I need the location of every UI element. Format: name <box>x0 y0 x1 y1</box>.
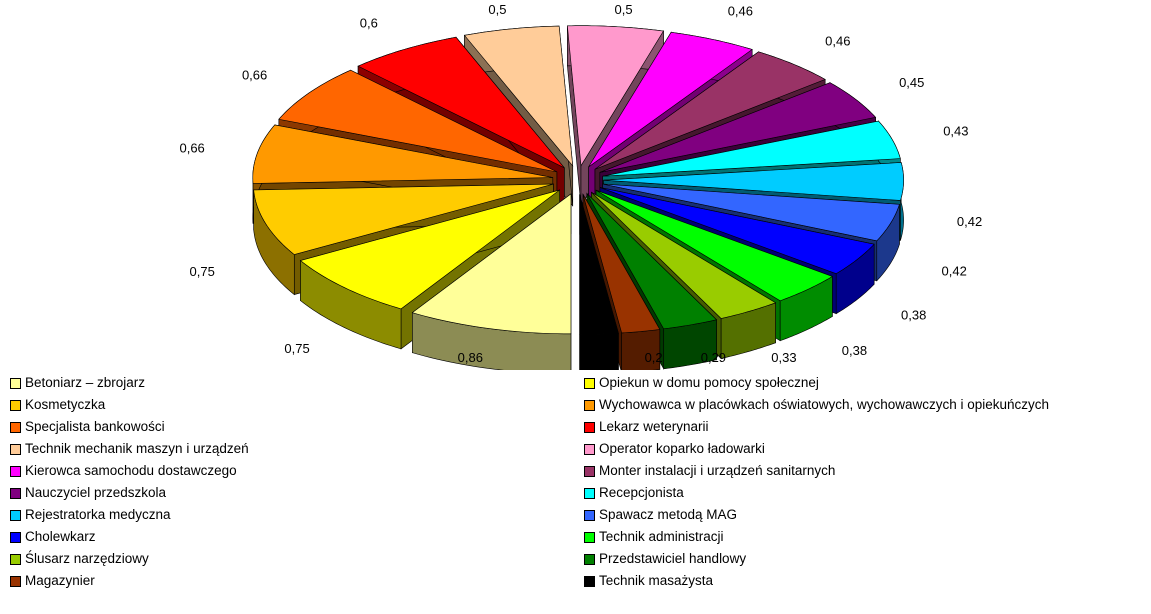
legend-label: Operator koparko ładowarki <box>599 441 765 456</box>
legend-item: Wychowawca w placówkach oświatowych, wyc… <box>584 397 1049 413</box>
legend-swatch <box>584 487 595 499</box>
legend-item: Technik mechanik maszyn i urządzeń <box>10 441 249 457</box>
data-label: 0,42 <box>942 263 967 278</box>
legend-swatch <box>10 465 21 477</box>
legend-swatch <box>584 399 595 411</box>
legend-item: Spawacz metodą MAG <box>584 507 737 523</box>
legend-item: Kierowca samochodu dostawczego <box>10 463 237 479</box>
data-label: 0,66 <box>242 68 267 83</box>
pie-chart: 0,86 0,75 0,75 0,66 0,66 0,6 0,5 0,5 0,46 0,46 0,4… <box>179 2 982 370</box>
legend-label: Magazynier <box>25 573 95 588</box>
legend-swatch <box>10 509 21 521</box>
legend-label: Ślusarz narzędziowy <box>25 551 149 566</box>
legend-swatch <box>10 531 21 543</box>
legend-swatch <box>584 465 595 477</box>
legend-item: Opiekun w domu pomocy społecznej <box>584 375 819 391</box>
pie-slice <box>579 194 619 370</box>
data-label: 0,46 <box>728 3 753 18</box>
legend-swatch <box>10 443 21 455</box>
legend-label: Kierowca samochodu dostawczego <box>25 463 237 478</box>
legend-item: Betoniarz – zbrojarz <box>10 375 145 391</box>
legend-swatch <box>584 531 595 543</box>
legend-label: Lekarz weterynarii <box>599 419 709 434</box>
data-label: 0,38 <box>901 307 926 322</box>
legend-item: Monter instalacji i urządzeń sanitarnych <box>584 463 835 479</box>
legend-item: Lekarz weterynarii <box>584 419 709 435</box>
legend-label: Wychowawca w placówkach oświatowych, wyc… <box>599 397 1050 412</box>
legend-item: Magazynier <box>10 573 95 589</box>
data-label: 0,29 <box>701 350 726 365</box>
legend-item: Ślusarz narzędziowy <box>10 551 149 567</box>
legend-swatch <box>584 553 595 565</box>
data-label: 0,75 <box>284 341 309 356</box>
legend-label: Nauczyciel przedszkola <box>25 485 167 500</box>
data-label: 0,6 <box>360 15 378 30</box>
legend-swatch <box>10 575 21 587</box>
data-label: 0,46 <box>825 33 850 48</box>
legend-item: Specjalista bankowości <box>10 419 165 435</box>
legend-swatch <box>10 553 21 565</box>
data-label: 0,5 <box>615 2 633 17</box>
data-labels: 0,86 0,75 0,75 0,66 0,66 0,6 0,5 0,5 0,46 0,46 0,4… <box>179 2 982 365</box>
legend-label: Spawacz metodą MAG <box>599 507 738 522</box>
data-label: 0,38 <box>842 343 867 358</box>
legend-swatch <box>584 443 595 455</box>
legend-item: Technik masażysta <box>584 573 713 589</box>
data-label: 0,43 <box>943 123 968 138</box>
legend-item: Operator koparko ładowarki <box>584 441 765 457</box>
legend-swatch <box>10 377 21 389</box>
legend-label: Monter instalacji i urządzeń sanitarnych <box>599 463 836 478</box>
legend-swatch <box>584 377 595 389</box>
legend: Betoniarz – zbrojarz Opiekun w domu pomoc… <box>0 373 1151 614</box>
legend-label: Kosmetyczka <box>25 397 106 412</box>
legend-item: Przedstawiciel handlowy <box>584 551 746 567</box>
legend-item: Recepcjonista <box>584 485 684 501</box>
legend-label: Opiekun w domu pomocy społecznej <box>599 375 819 390</box>
data-label: 0,2 <box>645 350 663 365</box>
legend-label: Specjalista bankowości <box>25 419 165 434</box>
data-label: 0,66 <box>179 140 204 155</box>
data-label: 0,75 <box>190 264 215 279</box>
pie-slices <box>252 25 904 370</box>
legend-swatch <box>10 421 21 433</box>
data-label: 0,42 <box>957 214 982 229</box>
legend-label: Rejestratorka medyczna <box>25 507 171 522</box>
legend-item: Nauczyciel przedszkola <box>10 485 166 501</box>
data-label: 0,33 <box>771 350 796 365</box>
data-label: 0,86 <box>458 350 483 365</box>
legend-label: Technik masażysta <box>599 573 714 588</box>
pie-slice <box>411 193 572 370</box>
legend-swatch <box>584 421 595 433</box>
data-label: 0,45 <box>899 75 924 90</box>
legend-label: Technik mechanik maszyn i urządzeń <box>25 441 249 456</box>
legend-item: Technik administracji <box>584 529 724 545</box>
legend-item: Cholewkarz <box>10 529 96 545</box>
legend-label: Recepcjonista <box>599 485 684 500</box>
legend-label: Przedstawiciel handlowy <box>599 551 747 566</box>
legend-swatch <box>584 575 595 587</box>
legend-swatch <box>10 399 21 411</box>
data-label: 0,5 <box>488 2 506 17</box>
legend-swatch <box>10 487 21 499</box>
legend-label: Technik administracji <box>599 529 724 544</box>
legend-label: Cholewkarz <box>25 529 96 544</box>
legend-label: Betoniarz – zbrojarz <box>25 375 146 390</box>
legend-item: Kosmetyczka <box>10 397 105 413</box>
legend-swatch <box>584 509 595 521</box>
data-label: 0,2 <box>594 350 612 365</box>
legend-item: Rejestratorka medyczna <box>10 507 171 523</box>
